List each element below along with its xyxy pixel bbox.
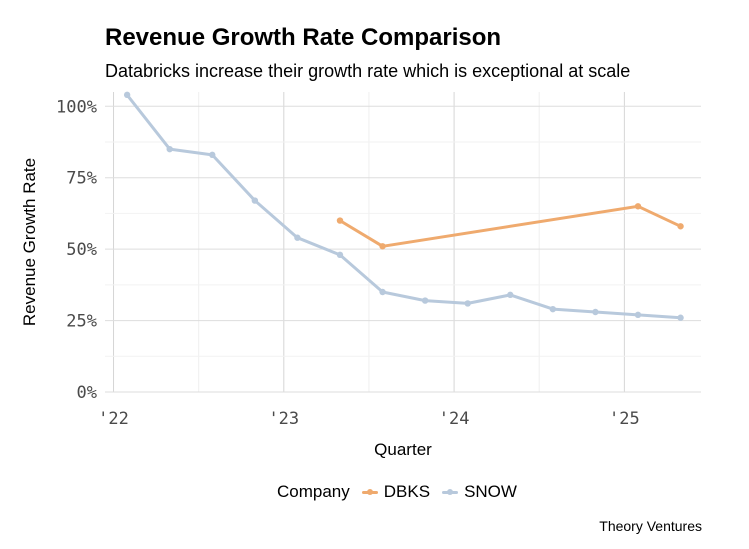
y-tick-label: 75%	[66, 169, 97, 189]
data-point-snow	[677, 314, 684, 321]
x-tick-label: '23	[268, 409, 299, 429]
caption: Theory Ventures	[599, 518, 702, 534]
y-tick-label: 50%	[66, 240, 97, 260]
legend: Company DBKS SNOW	[277, 482, 529, 502]
series-line-snow	[125, 93, 683, 320]
x-tick-label: '25	[609, 409, 640, 429]
y-tick-label: 25%	[66, 312, 97, 332]
data-point-dbks	[634, 203, 642, 210]
legend-label-snow: SNOW	[464, 482, 517, 501]
series-line-dbks	[338, 204, 683, 248]
series-layer	[123, 91, 684, 321]
x-axis-ticks: '22 '23 '24 '25	[98, 409, 640, 429]
data-point-snow	[166, 145, 173, 153]
legend-title: Company	[277, 482, 350, 501]
data-point-snow	[549, 305, 557, 313]
data-point-dbks	[336, 217, 344, 224]
data-point-snow	[634, 311, 642, 319]
y-axis-ticks: 0% 25% 50% 75% 100%	[56, 97, 97, 403]
data-point-snow	[123, 91, 131, 99]
legend-key-dbks	[361, 486, 378, 498]
data-point-snow	[592, 308, 599, 316]
y-tick-label: 100%	[56, 97, 97, 117]
legend-item-dbks: DBKS	[361, 482, 431, 502]
data-point-dbks	[677, 223, 684, 230]
data-point-snow	[507, 291, 514, 299]
x-tick-label: '24	[439, 409, 470, 429]
chart-subtitle: Databricks increase their growth rate wh…	[105, 61, 631, 81]
y-axis-title: Revenue Growth Rate	[20, 158, 39, 326]
data-point-snow	[251, 197, 259, 204]
chart-title: Revenue Growth Rate Comparison	[105, 24, 502, 51]
x-axis-title: Quarter	[374, 440, 432, 459]
data-point-snow	[209, 151, 216, 159]
legend-key-snow	[442, 486, 459, 498]
legend-item-snow: SNOW	[442, 482, 517, 502]
y-tick-label: 0%	[77, 383, 97, 403]
data-point-snow	[464, 300, 471, 307]
x-tick-label: '22	[98, 409, 129, 429]
data-point-snow	[421, 297, 429, 304]
data-point-snow	[379, 288, 386, 296]
legend-label-dbks: DBKS	[383, 482, 431, 501]
data-point-snow	[294, 234, 301, 241]
data-point-snow	[336, 251, 344, 259]
grid-lines	[105, 92, 701, 393]
data-point-dbks	[379, 243, 386, 250]
